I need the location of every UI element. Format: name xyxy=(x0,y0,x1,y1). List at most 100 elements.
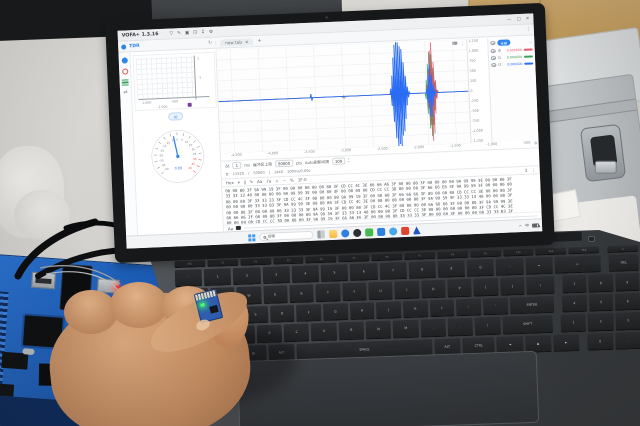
vofa-app-icon[interactable] xyxy=(412,226,420,234)
store-icon[interactable] xyxy=(376,227,385,237)
taskbar-search[interactable]: 搜索 xyxy=(258,230,313,242)
record-icon[interactable] xyxy=(121,68,128,75)
task-view-icon[interactable] xyxy=(316,230,325,239)
key-7: 7 xyxy=(379,262,407,281)
pause-icon[interactable]: ∥ xyxy=(243,179,246,185)
svg-text:10: 10 xyxy=(184,140,188,144)
key-F6: F6 xyxy=(371,253,403,262)
key-L: L xyxy=(429,299,455,318)
key-F12: F12 xyxy=(568,246,600,255)
settings-icon[interactable]: ⚙ xyxy=(208,29,214,35)
tab-new-tab[interactable]: new tab ✕ xyxy=(219,37,254,47)
close-button[interactable]: ✕ xyxy=(525,16,530,22)
capture-icon[interactable]: ⊡ xyxy=(193,29,198,36)
more-icon[interactable]: ⋮ xyxy=(531,167,536,173)
edit-icon[interactable]: ✎ xyxy=(249,179,254,185)
legend-all-button[interactable]: 全部 xyxy=(497,39,511,46)
zoom-out-icon[interactable]: − xyxy=(282,177,287,184)
buffer-input[interactable]: 50000 xyxy=(274,159,294,168)
eye-icon[interactable] xyxy=(490,49,496,53)
mini-chart-widget[interactable]: 1 -1 -1,000 -500 -1,500 xyxy=(132,51,217,112)
x-tick-label: -1,000 xyxy=(486,142,498,147)
key-F10: F10 xyxy=(502,248,534,257)
crumpled-plastic-small xyxy=(14,190,70,240)
connection-icon[interactable] xyxy=(121,57,128,64)
refresh-label: Auto刷新间隔 xyxy=(304,158,330,165)
key-K: K xyxy=(402,300,429,319)
start-button[interactable] xyxy=(247,233,255,242)
app-main: ⇄ 1 -1 -1,000 -500 -1,500 xyxy=(118,36,542,236)
pin-header xyxy=(0,291,9,390)
refresh-input[interactable]: 100 xyxy=(331,157,346,165)
add-tab-button[interactable]: + xyxy=(257,37,262,44)
attachment-icon[interactable] xyxy=(236,225,242,231)
axis-settings-icon[interactable]: ⚙ xyxy=(533,140,538,146)
key-H: H xyxy=(349,301,375,321)
ic-chip xyxy=(1,351,29,370)
minimize-button[interactable]: — xyxy=(507,16,512,22)
ascii-icon[interactable]: 7a xyxy=(266,178,272,184)
refresh-icon[interactable]: ↻ xyxy=(208,40,213,46)
wechat-icon[interactable] xyxy=(364,228,373,237)
module-chip xyxy=(209,304,219,314)
percent-icon[interactable]: % xyxy=(289,177,294,183)
key-4: 4 xyxy=(561,294,588,313)
connection-header[interactable]: TDR ↻ xyxy=(118,40,217,50)
text-format-label[interactable]: Aa xyxy=(227,225,234,231)
legend-row[interactable]: I2 0.000000 xyxy=(491,61,534,67)
edge-browser-icon[interactable] xyxy=(340,229,349,238)
zoom-in-icon[interactable]: + xyxy=(275,178,279,184)
frame-count: 1440 xyxy=(273,170,284,175)
hex-mode-caret[interactable]: ▾ xyxy=(237,179,240,185)
tray-chevron-icon[interactable]: ^ xyxy=(518,223,523,229)
edit-icon[interactable]: ✎ xyxy=(176,30,182,36)
data-source-pill[interactable]: I0 xyxy=(167,112,184,121)
legend-row[interactable]: I0 0.000000 xyxy=(490,47,533,53)
music-app-icon[interactable] xyxy=(400,226,409,236)
format-label[interactable]: 1F-0 xyxy=(297,177,307,183)
sync-icon[interactable]: ⇄ xyxy=(123,89,128,96)
legend-row[interactable]: I1 0.000000 xyxy=(490,54,534,60)
crystal-oscillator xyxy=(22,348,35,356)
eye-icon[interactable] xyxy=(490,56,497,60)
chart-column: + ⋮ 1,250 1,000 750 500 250 0 -250 -500 -750 -1,0… xyxy=(216,36,542,232)
snapshot-icon[interactable] xyxy=(452,41,458,46)
search-placeholder: 搜索 xyxy=(267,233,276,239)
key-8: 8 xyxy=(588,274,614,293)
dt-input[interactable]: 1 xyxy=(232,161,242,170)
hex-mode-label[interactable]: Hex xyxy=(225,180,234,186)
svg-text:15: 15 xyxy=(188,143,192,147)
mini-chart-handle[interactable] xyxy=(187,102,192,107)
stepper-arrows[interactable]: ▴ ▾ xyxy=(348,157,350,163)
text-case-icon[interactable]: Aa xyxy=(257,178,263,185)
svg-text:-5: -5 xyxy=(170,138,173,142)
maximize-button[interactable]: ▢ xyxy=(516,16,521,22)
file-explorer-icon[interactable] xyxy=(328,229,337,239)
eye-icon[interactable] xyxy=(490,41,496,45)
battery-icon[interactable] xyxy=(531,223,540,228)
language-indicator[interactable]: 中 xyxy=(524,222,530,228)
key-]: ] xyxy=(499,277,525,296)
taskbar-app-icons xyxy=(316,226,421,239)
waveform-plot[interactable]: + ⋮ xyxy=(216,39,471,154)
gauge-widget[interactable]: -40 -35 -30 -25 -20 -15 -10 -5 0 5 10 15 20 25 30 35 40 0… xyxy=(135,122,220,197)
key-F1: F1 xyxy=(207,258,239,267)
key-.: . xyxy=(615,331,640,350)
plot-menu-icon[interactable]: ⋮ xyxy=(460,40,465,46)
qq-icon[interactable] xyxy=(388,227,397,236)
export-icon[interactable]: ↧ xyxy=(201,29,206,35)
tab-more-icon[interactable]: ⋮ xyxy=(525,26,531,33)
svg-text:-40: -40 xyxy=(164,167,169,171)
buffer-label: 缓冲区上限 xyxy=(252,160,273,167)
legend-more-icon[interactable]: ⋯ xyxy=(528,38,533,45)
channels-icon[interactable] xyxy=(121,79,129,86)
download-icon[interactable]: ↧ xyxy=(524,167,528,173)
key-SHIFT: SHIFT xyxy=(502,315,554,335)
dark-app-icon[interactable] xyxy=(352,228,361,238)
tab-close-icon[interactable]: ✕ xyxy=(244,38,249,44)
filter-icon[interactable]: ▽ xyxy=(169,30,174,37)
x-tick-label: -4,000 xyxy=(267,151,279,156)
window-icon[interactable]: ▣ xyxy=(184,30,190,36)
eye-icon[interactable] xyxy=(491,63,497,67)
widget-panel: 1 -1 -1,000 -500 -1,500 I0 -40 -35 -30 -25-… xyxy=(130,49,225,236)
